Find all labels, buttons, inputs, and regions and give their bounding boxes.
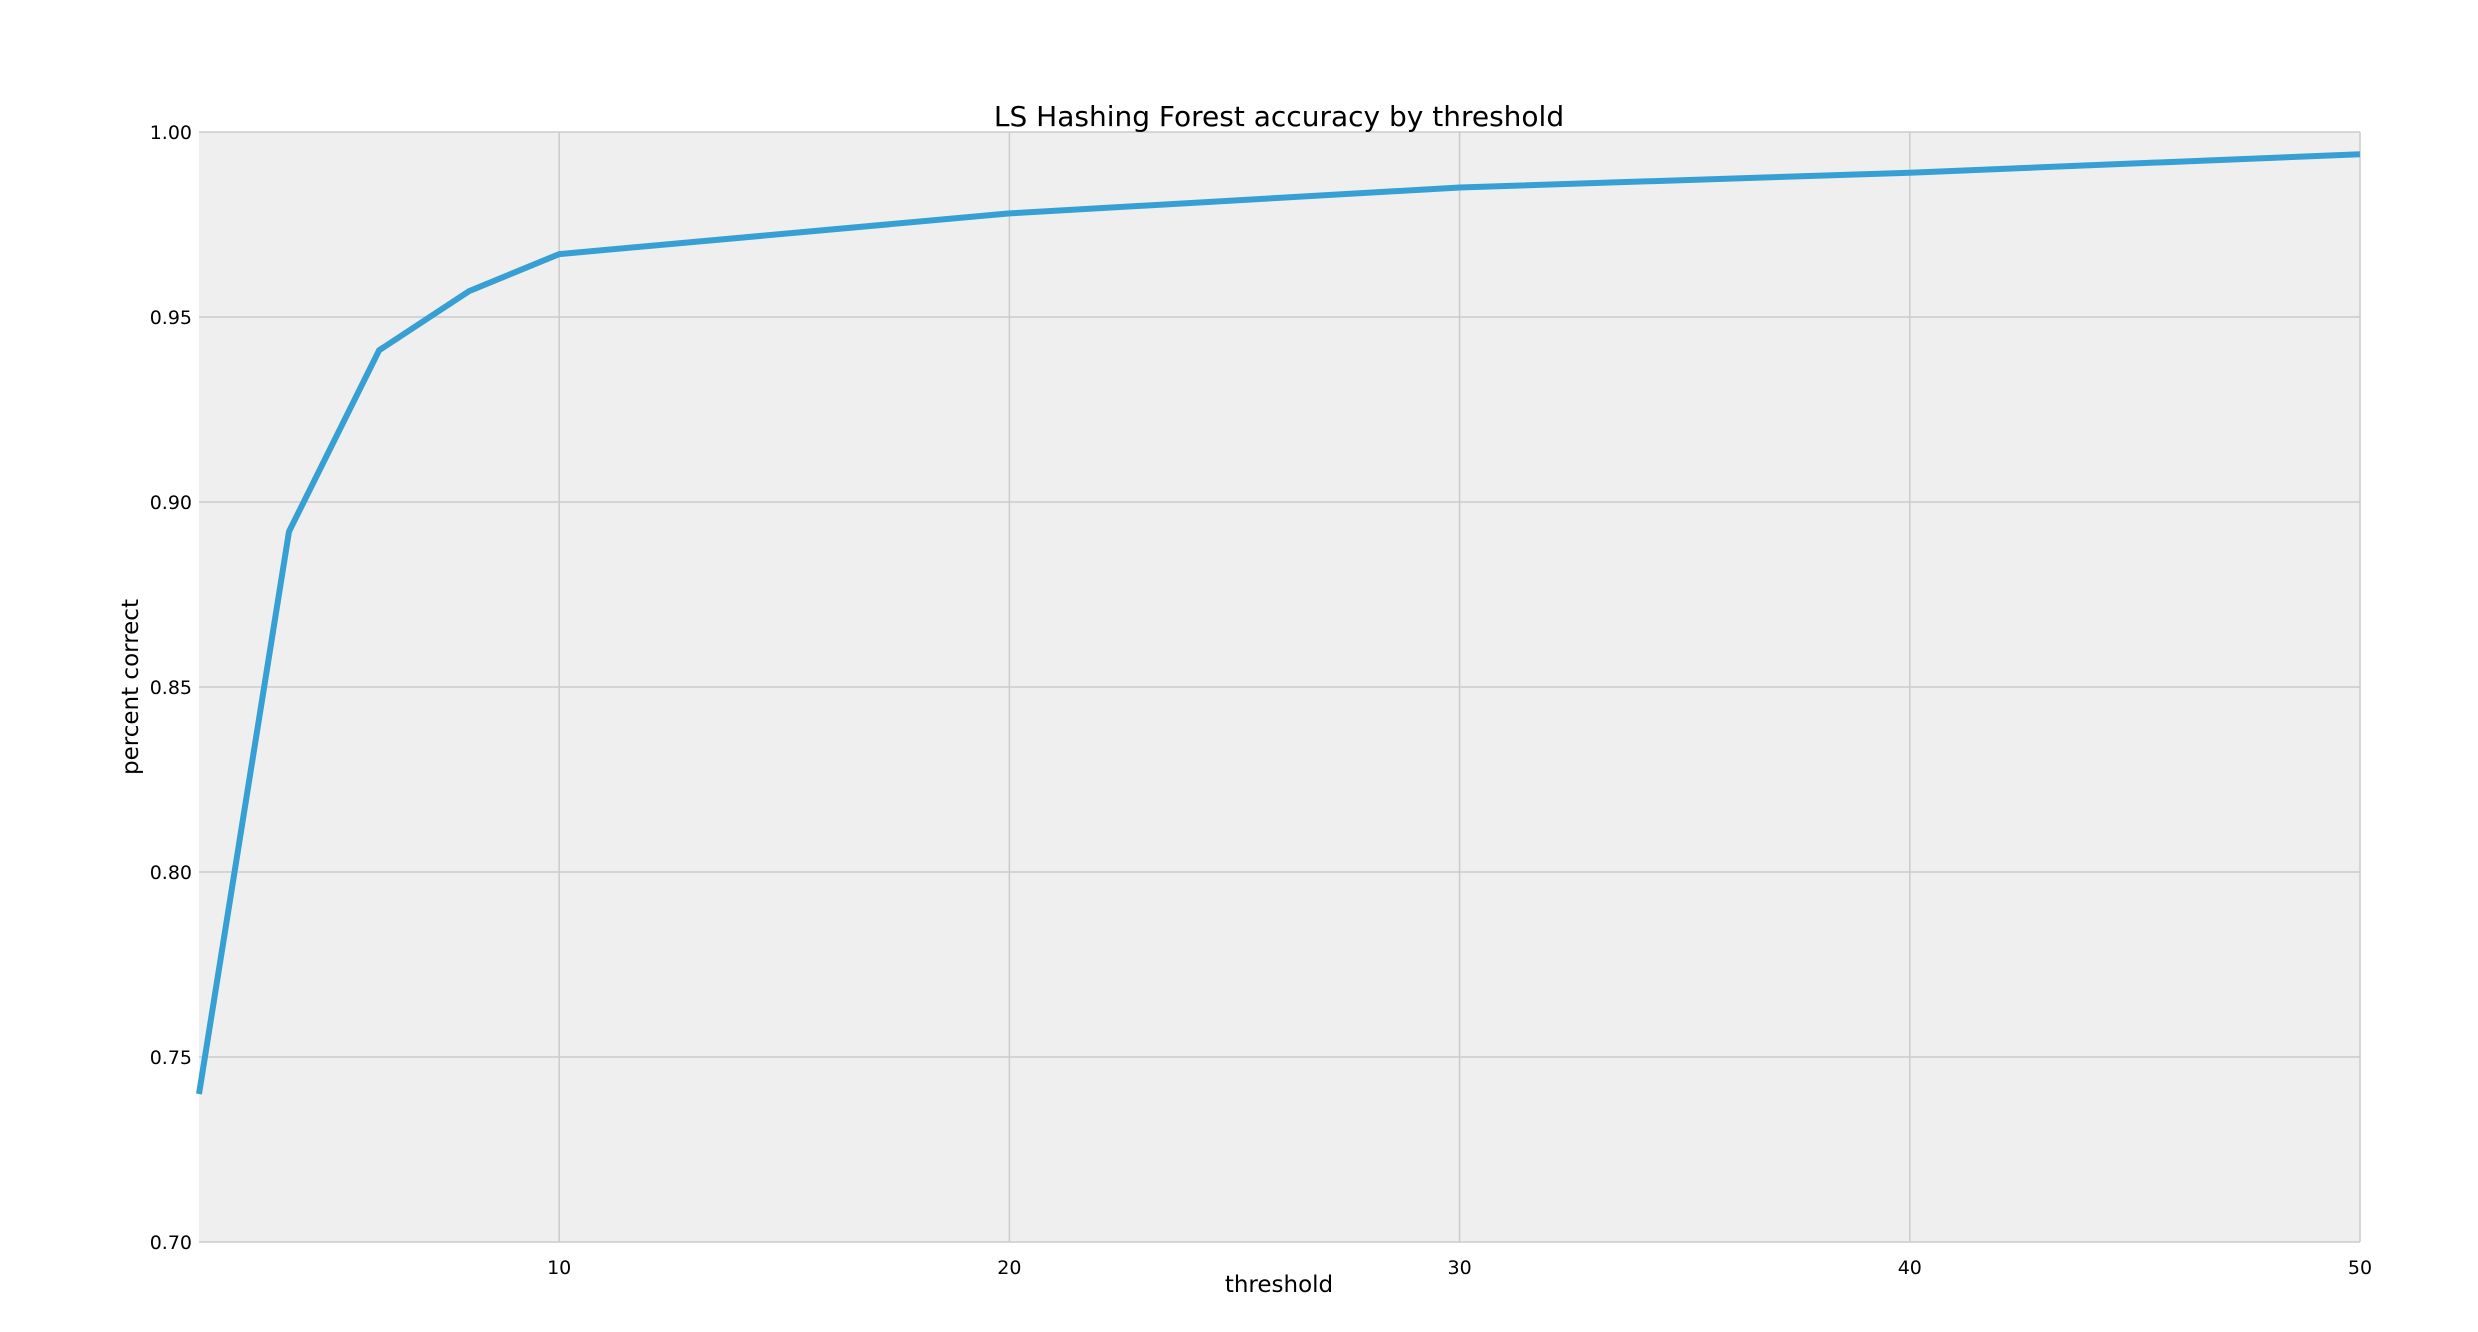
- x-tick-label: 30: [1447, 1257, 1471, 1279]
- y-tick-label: 0.75: [150, 1047, 192, 1069]
- y-tick-label: 0.85: [150, 677, 192, 699]
- y-tick-label: 0.90: [150, 492, 192, 514]
- x-tick-label: 10: [547, 1257, 571, 1279]
- grid: [199, 131, 2361, 1243]
- x-axis-ticks: 10 20 30 40 50: [547, 1257, 2372, 1279]
- y-tick-label: 0.70: [150, 1232, 192, 1254]
- series-line: [196, 151, 2361, 1095]
- chart-title: LS Hashing Forest accuracy by threshold: [994, 100, 1564, 133]
- series-layer: [196, 151, 2361, 1095]
- x-axis-label: threshold: [1225, 1272, 1333, 1298]
- x-tick-label: 20: [997, 1257, 1021, 1279]
- x-tick-label: 40: [1898, 1257, 1922, 1279]
- y-axis-label: percent correct: [118, 599, 144, 775]
- y-tick-label: 0.80: [150, 862, 192, 884]
- y-tick-label: 1.00: [150, 122, 192, 144]
- x-tick-label: 50: [2348, 1257, 2372, 1279]
- y-axis-ticks: 0.70 0.75 0.80 0.85 0.90 0.95 1.00: [150, 122, 192, 1254]
- y-tick-label: 0.95: [150, 307, 192, 329]
